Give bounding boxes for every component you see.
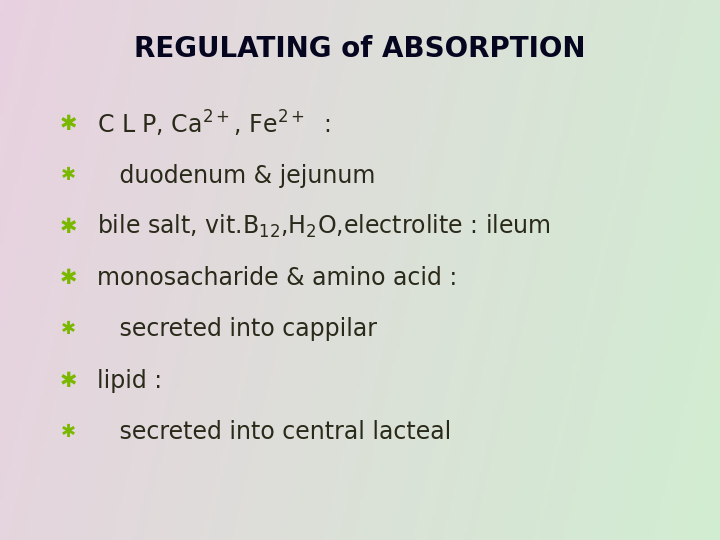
Text: C L P, Ca$^{2+}$, Fe$^{2+}$  :: C L P, Ca$^{2+}$, Fe$^{2+}$ : [97, 109, 331, 139]
Text: REGULATING of ABSORPTION: REGULATING of ABSORPTION [134, 35, 586, 63]
Text: ✱: ✱ [60, 166, 76, 185]
Text: ✱: ✱ [60, 370, 77, 391]
Text: ✱: ✱ [60, 423, 76, 441]
Text: lipid :: lipid : [97, 369, 162, 393]
Text: secreted into central lacteal: secreted into central lacteal [97, 420, 451, 444]
Text: monosacharide & amino acid :: monosacharide & amino acid : [97, 266, 457, 290]
Text: ✱: ✱ [60, 268, 77, 288]
Text: ✱: ✱ [60, 320, 76, 339]
Text: ✱: ✱ [60, 114, 77, 134]
Text: secreted into cappilar: secreted into cappilar [97, 318, 377, 341]
Text: duodenum & jejunum: duodenum & jejunum [97, 164, 376, 187]
Text: ✱: ✱ [60, 217, 77, 237]
Text: bile salt, vit.B$_{12}$,H$_{2}$O,electrolite : ileum: bile salt, vit.B$_{12}$,H$_{2}$O,electro… [97, 213, 551, 240]
